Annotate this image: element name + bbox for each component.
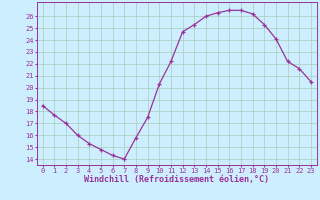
X-axis label: Windchill (Refroidissement éolien,°C): Windchill (Refroidissement éolien,°C) — [84, 175, 269, 184]
